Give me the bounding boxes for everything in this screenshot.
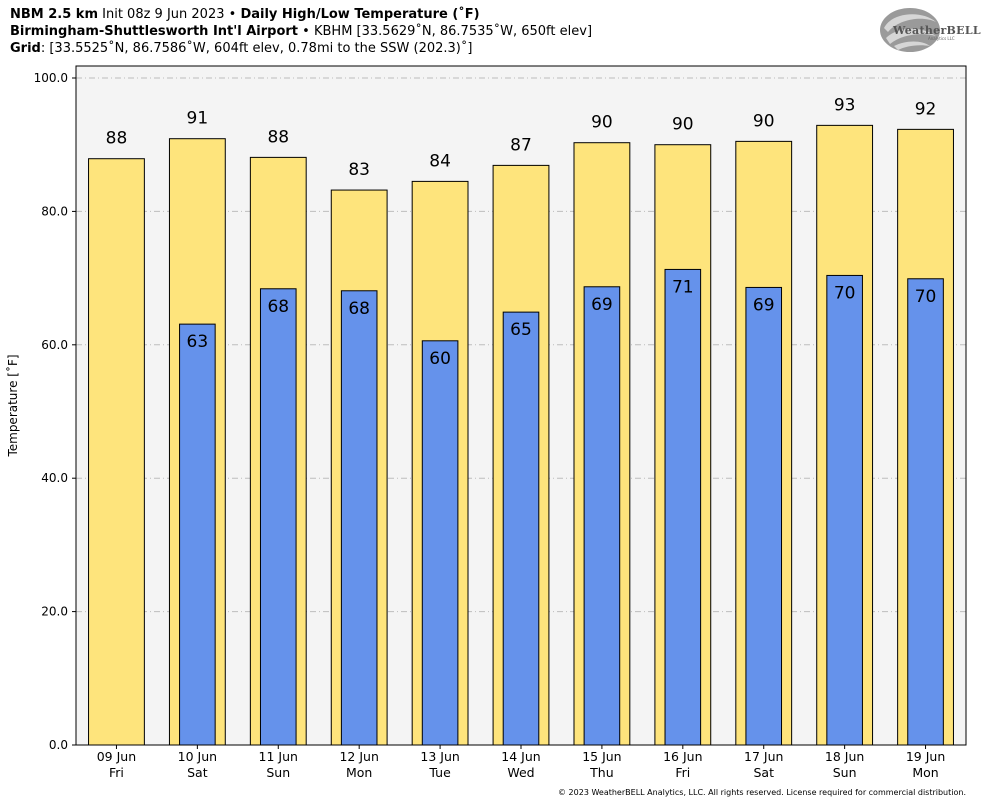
low-value-label: 69 (753, 295, 775, 315)
x-tick-date: 16 Jun (663, 749, 702, 764)
high-value-label: 90 (672, 115, 694, 135)
station-details: KBHM [33.5629˚N, 86.7535˚W, 650ft elev] (313, 24, 593, 39)
x-tick-date: 10 Jun (178, 749, 217, 764)
x-tick-day: Tue (428, 765, 451, 780)
low-bar (340, 290, 378, 746)
x-tick-date: 19 Jun (906, 749, 945, 764)
header-line-3: Grid: [33.5525˚N, 86.7586˚W, 604ft elev,… (10, 40, 472, 57)
logo-subtext: Analytics LLC (928, 36, 955, 41)
low-value-label: 68 (348, 299, 370, 319)
low-bar (179, 323, 216, 746)
low-bar (664, 268, 702, 746)
header-line-1: NBM 2.5 km Init 08z 9 Jun 2023 • Daily H… (10, 6, 480, 23)
low-bar (583, 286, 621, 746)
y-tick-label: 100.0 (34, 71, 68, 85)
y-tick-label: 80.0 (41, 204, 68, 218)
low-bar (421, 340, 459, 746)
x-tick-day: Sun (266, 765, 290, 780)
low-value-label: 70 (834, 283, 856, 303)
x-tick-date: 09 Jun (97, 749, 136, 764)
x-tick-day: Fri (675, 765, 690, 780)
x-tick-date: 17 Jun (744, 749, 783, 764)
x-tick-day: Sat (753, 765, 774, 780)
high-value-label: 92 (915, 99, 937, 119)
high-value-label: 90 (591, 113, 613, 133)
high-value-label: 87 (510, 135, 532, 155)
high-value-label: 88 (106, 129, 128, 149)
low-value-label: 69 (591, 295, 613, 315)
low-bar (745, 286, 783, 746)
header-line-2: Birmingham-Shuttlesworth Int'l Airport •… (10, 23, 592, 40)
high-value-label: 88 (267, 127, 289, 147)
low-value-label: 71 (672, 277, 694, 297)
copyright: © 2023 WeatherBELL Analytics, LLC. All r… (558, 788, 966, 797)
low-value-label: 68 (267, 297, 289, 317)
x-tick-day: Fri (109, 765, 124, 780)
station-name: Birmingham-Shuttlesworth Int'l Airport (10, 24, 299, 39)
logo-text: WeatherBELL (893, 24, 981, 37)
y-tick-label: 60.0 (41, 338, 68, 352)
high-value-label: 90 (753, 111, 775, 131)
low-bar (826, 274, 863, 746)
low-value-label: 60 (429, 349, 451, 369)
grid-label: Grid (10, 41, 41, 56)
low-value-label: 65 (510, 320, 532, 340)
x-tick-day: Thu (589, 765, 613, 780)
high-bar (88, 158, 145, 746)
y-tick-label: 40.0 (41, 471, 68, 485)
separator: • (302, 24, 310, 39)
x-tick-day: Mon (346, 765, 372, 780)
y-axis-label: Temperature [˚F] (5, 354, 20, 457)
low-value-label: 70 (915, 287, 937, 307)
high-value-label: 93 (834, 95, 856, 115)
x-tick-day: Sun (833, 765, 857, 780)
high-value-label: 84 (429, 151, 451, 171)
high-value-label: 83 (348, 160, 370, 180)
bars (88, 124, 954, 746)
x-tick-day: Mon (912, 765, 938, 780)
model-name: NBM 2.5 km (10, 7, 98, 22)
grid-details: : [33.5525˚N, 86.7586˚W, 604ft elev, 0.7… (40, 41, 473, 56)
x-tick-date: 11 Jun (259, 749, 298, 764)
y-tick-label: 20.0 (41, 605, 68, 619)
x-tick-date: 14 Jun (501, 749, 540, 764)
low-bar (907, 278, 944, 746)
x-tick-date: 15 Jun (582, 749, 621, 764)
x-tick-day: Sat (187, 765, 208, 780)
x-tick-date: 12 Jun (339, 749, 378, 764)
y-axis: 0.0 20.0 40.0 60.0 80.0 100.0 (34, 71, 76, 752)
init-time: Init 08z 9 Jun 2023 (102, 7, 225, 22)
x-tick-day: Wed (507, 765, 534, 780)
swirl-logo-icon (880, 8, 940, 52)
low-value-label: 63 (187, 332, 209, 352)
product-title: Daily High/Low Temperature (˚F) (240, 7, 480, 22)
low-bar (502, 311, 540, 746)
x-tick-date: 18 Jun (825, 749, 864, 764)
separator: • (228, 7, 237, 22)
y-tick-label: 0.0 (49, 738, 68, 752)
x-tick-date: 13 Jun (420, 749, 459, 764)
low-bar (259, 288, 297, 746)
high-value-label: 91 (187, 109, 209, 129)
data-labels: 88 91 63 88 68 83 68 84 60 87 65 90 69 90 71 90 69 93 70 92… (106, 95, 937, 368)
